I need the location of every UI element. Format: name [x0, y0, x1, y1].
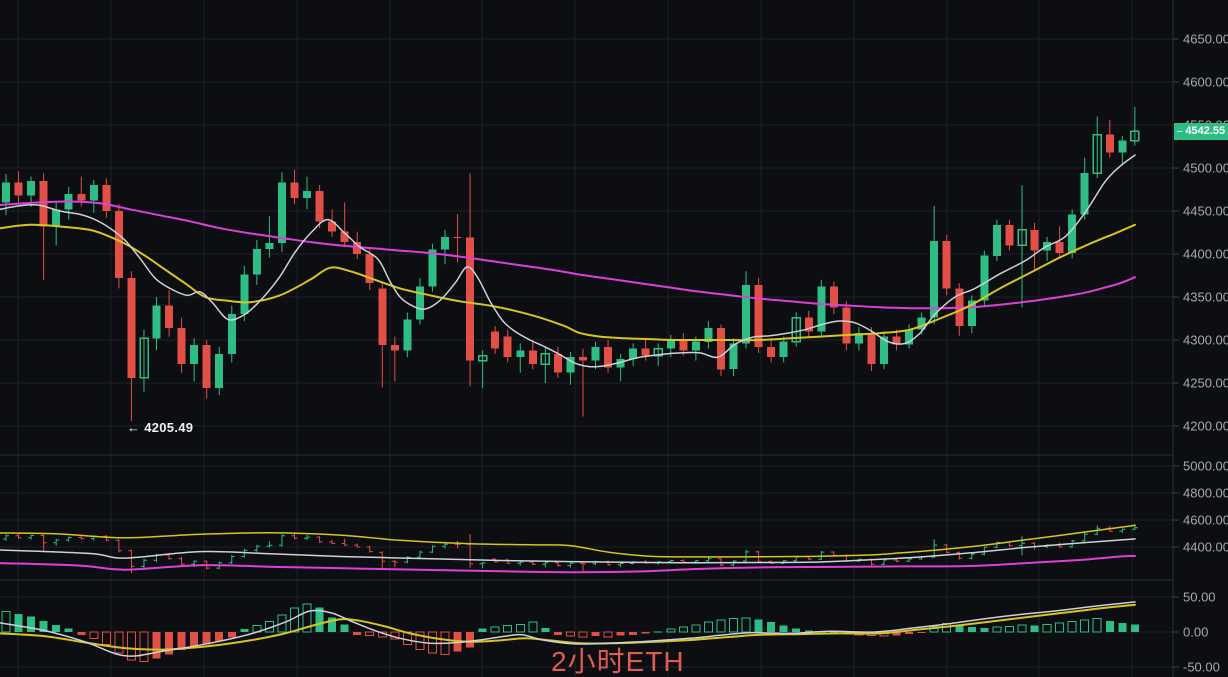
- last-price-label: – 4542.55: [1174, 123, 1228, 140]
- axis-label: 4350.00: [1183, 290, 1228, 305]
- axis-label: 4400.00: [1183, 540, 1228, 555]
- low-price-annotation: ← 4205.49: [127, 420, 194, 435]
- grid-layer: [0, 0, 1174, 677]
- bottom-ma_yellow-line: [0, 603, 1136, 651]
- axis-label: 4300.00: [1183, 333, 1228, 348]
- axis-label: 4200.00: [1183, 419, 1228, 434]
- price-tick-dash-icon: –: [1176, 126, 1183, 137]
- axis-label: 4600.00: [1183, 75, 1228, 90]
- main-ma_magenta-line: [0, 200, 1136, 310]
- axis-label: 4250.00: [1183, 376, 1228, 391]
- middle-ma_white-line: [0, 538, 1136, 564]
- axis-label: 4500.00: [1183, 161, 1228, 176]
- axis-label: 0.00: [1183, 625, 1208, 640]
- axis-label: 4800.00: [1183, 486, 1228, 501]
- last-price-value: 4542.55: [1185, 125, 1226, 137]
- axis-label: 4450.00: [1183, 204, 1228, 219]
- middle-ma_yellow-line: [0, 524, 1136, 558]
- middle-ma_magenta-line: [0, 555, 1136, 574]
- axis-label: 4650.00: [1183, 32, 1228, 47]
- main-ma_yellow-line: [0, 223, 1136, 342]
- axis-label: 4400.00: [1183, 247, 1228, 262]
- axis-label: -50.00: [1183, 660, 1220, 675]
- axis-label: 5000.00: [1183, 459, 1228, 474]
- axis-label: 50.00: [1183, 590, 1216, 605]
- main-ma_white-line: [0, 154, 1136, 368]
- timeframe-symbol-watermark: 2小时ETH: [551, 646, 685, 677]
- bottom-ma_white-line: [0, 601, 1136, 657]
- indicator-lines-layer: [0, 154, 1136, 657]
- price-axis[interactable]: 4650.004600.004550.004500.004450.004400.…: [1173, 32, 1228, 675]
- axis-label: 4600.00: [1183, 513, 1228, 528]
